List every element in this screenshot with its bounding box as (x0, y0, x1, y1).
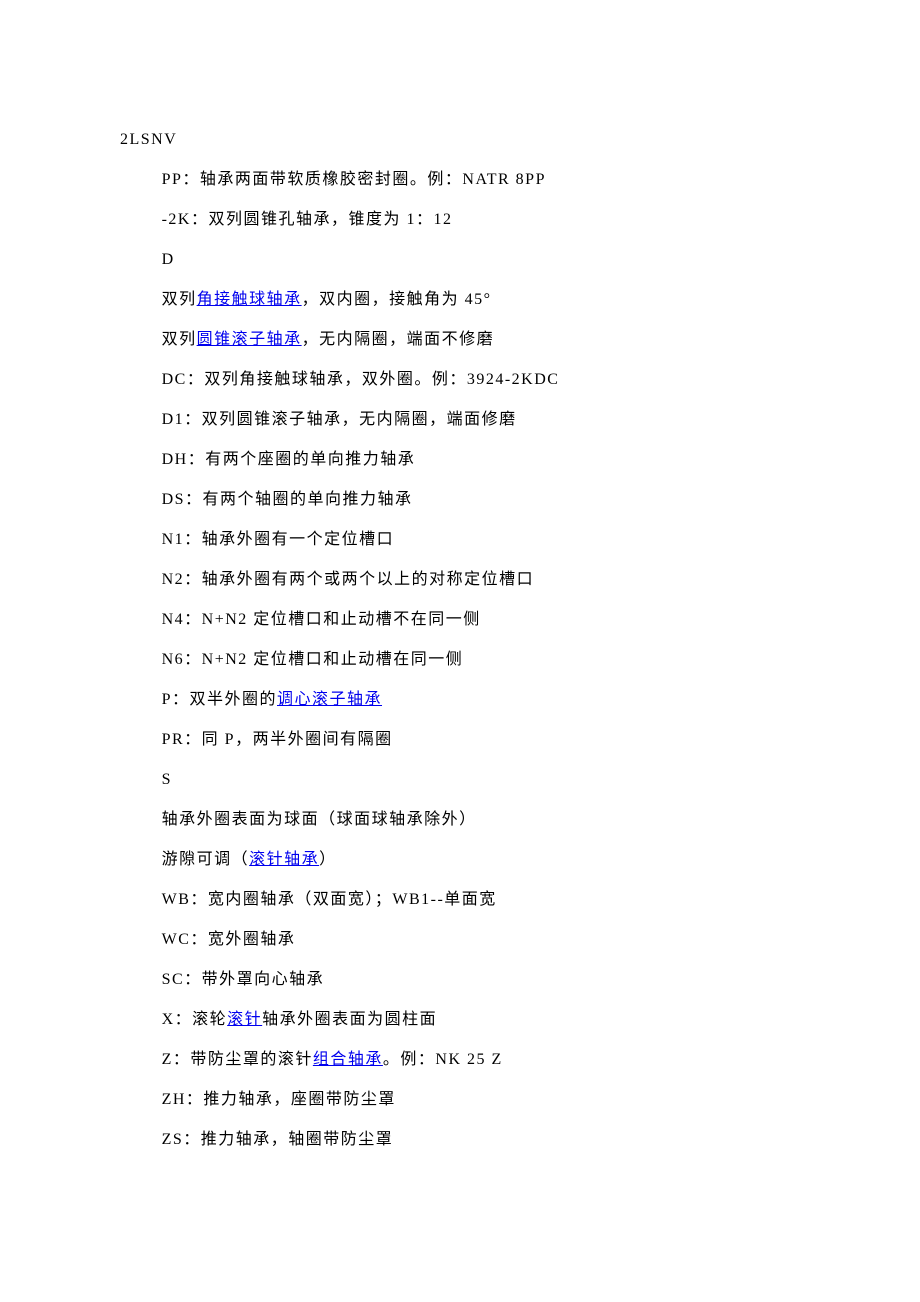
text-span: DC：双列角接触球轴承，双外圈。例：3924-2KDC (162, 371, 560, 388)
text-line: Z：带防尘罩的滚针组合轴承。例：NK 25 Z (120, 1040, 800, 1080)
text-line: DC：双列角接触球轴承，双外圈。例：3924-2KDC (120, 360, 800, 400)
text-span: ） (319, 851, 337, 868)
text-span: 。例：NK 25 Z (383, 1051, 503, 1068)
text-span: ，无内隔圈，端面不修磨 (302, 331, 495, 348)
text-line: N6：N+N2 定位槽口和止动槽在同一侧 (120, 640, 800, 680)
text-span: 轴承外圈表面为圆柱面 (262, 1011, 437, 1028)
hyperlink[interactable]: 滚针 (227, 1011, 262, 1028)
text-span: N4：N+N2 定位槽口和止动槽不在同一侧 (162, 611, 481, 628)
hyperlink[interactable]: 组合轴承 (313, 1051, 383, 1068)
text-span: WC：宽外圈轴承 (162, 931, 296, 948)
text-line: N1：轴承外圈有一个定位槽口 (120, 520, 800, 560)
text-span: PP：轴承两面带软质橡胶密封圈。例：NATR 8PP (162, 171, 546, 188)
header-line: 2LSNV (120, 120, 800, 160)
text-span: S (162, 771, 172, 788)
text-line: D1：双列圆锥滚子轴承，无内隔圈，端面修磨 (120, 400, 800, 440)
hyperlink[interactable]: 角接触球轴承 (197, 291, 302, 308)
text-span: 双列 (162, 291, 197, 308)
text-line: DH：有两个座圈的单向推力轴承 (120, 440, 800, 480)
hyperlink[interactable]: 滚针轴承 (249, 851, 319, 868)
text-line: S (120, 760, 800, 800)
text-span: WB：宽内圈轴承（双面宽）；WB1--单面宽 (162, 891, 497, 908)
text-span: 游隙可调（ (162, 851, 250, 868)
text-span: SC：带外罩向心轴承 (162, 971, 325, 988)
text-line: P：双半外圈的调心滚子轴承 (120, 680, 800, 720)
text-line: 游隙可调（滚针轴承） (120, 840, 800, 880)
hyperlink[interactable]: 调心滚子轴承 (277, 691, 382, 708)
text-line: 双列圆锥滚子轴承，无内隔圈，端面不修磨 (120, 320, 800, 360)
text-line: -2K：双列圆锥孔轴承，锥度为 1：12 (120, 200, 800, 240)
text-line: SC：带外罩向心轴承 (120, 960, 800, 1000)
text-span: DS：有两个轴圈的单向推力轴承 (162, 491, 413, 508)
text-line: WC：宽外圈轴承 (120, 920, 800, 960)
document-content: 2LSNV PP：轴承两面带软质橡胶密封圈。例：NATR 8PP -2K：双列圆锥… (0, 0, 920, 1220)
text-line: PP：轴承两面带软质橡胶密封圈。例：NATR 8PP (120, 160, 800, 200)
text-span: X：滚轮 (162, 1011, 228, 1028)
text-line: ZS：推力轴承，轴圈带防尘罩 (120, 1120, 800, 1160)
text-line: WB：宽内圈轴承（双面宽）；WB1--单面宽 (120, 880, 800, 920)
text-span: ZS：推力轴承，轴圈带防尘罩 (162, 1131, 394, 1148)
text-span: ZH：推力轴承，座圈带防尘罩 (162, 1091, 396, 1108)
text-line: PR：同 P，两半外圈间有隔圈 (120, 720, 800, 760)
text-span: DH：有两个座圈的单向推力轴承 (162, 451, 416, 468)
hyperlink[interactable]: 圆锥滚子轴承 (197, 331, 302, 348)
text-line: N4：N+N2 定位槽口和止动槽不在同一侧 (120, 600, 800, 640)
text-span: D (162, 251, 175, 268)
text-span: 轴承外圈表面为球面（球面球轴承除外） (162, 811, 477, 828)
text-line: ZH：推力轴承，座圈带防尘罩 (120, 1080, 800, 1120)
text-line: 轴承外圈表面为球面（球面球轴承除外） (120, 800, 800, 840)
text-span: N6：N+N2 定位槽口和止动槽在同一侧 (162, 651, 464, 668)
text-line: DS：有两个轴圈的单向推力轴承 (120, 480, 800, 520)
text-line: X：滚轮滚针轴承外圈表面为圆柱面 (120, 1000, 800, 1040)
text-span: Z：带防尘罩的滚针 (162, 1051, 313, 1068)
text-span: P：双半外圈的 (162, 691, 277, 708)
text-span: N1：轴承外圈有一个定位槽口 (162, 531, 395, 548)
text-span: ，双内圈，接触角为 45° (302, 291, 492, 308)
text-line: D (120, 240, 800, 280)
text-span: D1：双列圆锥滚子轴承，无内隔圈，端面修磨 (162, 411, 517, 428)
text-line: N2：轴承外圈有两个或两个以上的对称定位槽口 (120, 560, 800, 600)
text-span: PR：同 P，两半外圈间有隔圈 (162, 731, 393, 748)
text-line: 双列角接触球轴承，双内圈，接触角为 45° (120, 280, 800, 320)
text-span: -2K：双列圆锥孔轴承，锥度为 1：12 (162, 211, 453, 228)
text-span: 双列 (162, 331, 197, 348)
text-span: N2：轴承外圈有两个或两个以上的对称定位槽口 (162, 571, 535, 588)
